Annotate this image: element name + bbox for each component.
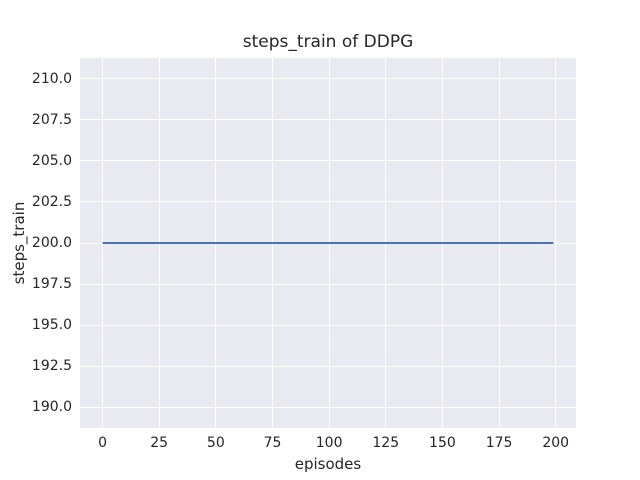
y-tick-label: 195.0 xyxy=(31,317,72,334)
y-tick-label: 192.5 xyxy=(31,358,72,375)
gridline-horizontal xyxy=(80,78,576,80)
y-tick-label: 210.0 xyxy=(31,70,72,87)
x-tick-label: 0 xyxy=(98,435,107,451)
x-tick-label: 150 xyxy=(429,435,456,451)
x-tick-label: 125 xyxy=(372,435,400,451)
x-tick-label: 75 xyxy=(263,435,282,451)
gridline-horizontal xyxy=(80,160,576,162)
plot-area xyxy=(80,58,576,428)
x-tick-label: 25 xyxy=(150,435,169,451)
y-tick-label: 202.5 xyxy=(31,193,72,210)
x-tick-label: 100 xyxy=(315,435,343,451)
gridline-horizontal xyxy=(80,324,576,326)
x-axis-label: episodes xyxy=(294,455,362,473)
gridline-horizontal xyxy=(80,201,576,203)
x-tick-label: 175 xyxy=(485,435,513,451)
y-tick-label: 207.5 xyxy=(31,111,72,128)
y-tick-label: 205.0 xyxy=(31,152,72,169)
gridline-horizontal xyxy=(80,406,576,408)
y-tick-label: 197.5 xyxy=(31,276,72,293)
x-tick-label: 200 xyxy=(542,435,570,451)
series-layer xyxy=(102,242,554,244)
gridline-horizontal xyxy=(80,365,576,367)
y-tick-label: 200.0 xyxy=(31,235,72,251)
x-tick-label: 50 xyxy=(206,435,225,451)
chart-title: steps_train of DDPG xyxy=(242,32,414,52)
gridline-horizontal xyxy=(80,119,576,121)
y-tick-label: 190.0 xyxy=(31,399,72,416)
gridline-horizontal xyxy=(80,283,576,285)
